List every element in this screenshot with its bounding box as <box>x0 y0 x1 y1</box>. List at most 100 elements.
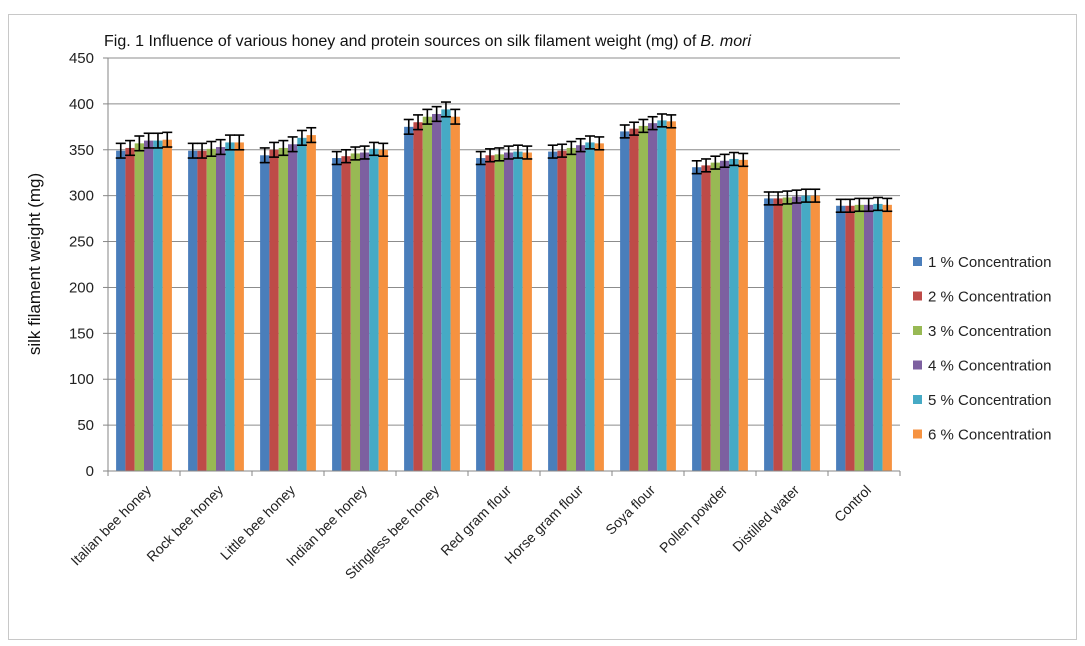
bar <box>116 150 126 471</box>
legend-swatch <box>913 257 922 266</box>
bar-series <box>116 109 892 472</box>
bar <box>620 131 630 471</box>
y-tick-label: 400 <box>69 96 94 113</box>
bar <box>710 162 720 472</box>
bar <box>566 147 576 472</box>
bar <box>810 195 820 471</box>
bar <box>188 150 198 471</box>
y-tick-label: 150 <box>69 325 94 342</box>
y-tick-label: 250 <box>69 234 94 251</box>
bar <box>657 120 667 472</box>
bar <box>782 197 792 471</box>
y-axis: 0 50 100 150 200 250 300 350 400 450 <box>69 50 109 480</box>
bar <box>594 143 604 471</box>
bar <box>422 116 432 471</box>
legend-swatch <box>913 429 922 439</box>
legend-swatch <box>913 395 922 404</box>
bar <box>441 109 451 471</box>
bar <box>845 205 855 472</box>
y-tick-label: 450 <box>69 50 94 67</box>
bar <box>432 113 442 472</box>
x-tick-label: Little bee honey <box>217 482 298 563</box>
bar <box>585 142 595 472</box>
bar <box>216 147 226 471</box>
bar <box>873 203 883 471</box>
bar <box>701 165 711 471</box>
bar <box>450 116 460 471</box>
bar <box>206 148 216 472</box>
bar <box>504 152 514 471</box>
x-tick-label: Red gram flour <box>437 482 514 559</box>
bar <box>134 143 144 471</box>
y-tick-label: 200 <box>69 279 94 296</box>
bar <box>548 151 558 471</box>
bar <box>557 150 567 471</box>
bar <box>576 145 586 471</box>
x-tick-label: Distilled water <box>729 482 802 555</box>
legend-label: 3 % Concentration <box>928 323 1051 340</box>
bar <box>792 196 802 471</box>
chart-title-main: Fig. 1 Influence of various honey and pr… <box>104 33 697 50</box>
bar <box>764 198 774 472</box>
y-axis-title: silk filament weight (mg) <box>25 173 44 355</box>
y-tick-label: 50 <box>77 417 94 434</box>
bar <box>125 147 135 472</box>
bar <box>234 142 244 472</box>
x-tick-label: Rock bee honey <box>143 482 226 565</box>
x-tick-label: Horse gram flour <box>501 482 586 567</box>
chart-frame <box>8 14 1077 640</box>
bar <box>864 204 874 471</box>
bar <box>306 135 316 472</box>
legend-label: 1 % Concentration <box>928 254 1051 271</box>
x-tick-label: Pollen powder <box>656 482 730 556</box>
legend-label: 5 % Concentration <box>928 392 1051 409</box>
chart-title-species: B. mori <box>700 33 751 50</box>
bar <box>153 140 163 471</box>
bar <box>350 153 360 471</box>
bar <box>729 158 739 471</box>
bar <box>801 195 811 471</box>
bar <box>720 160 730 471</box>
bar <box>378 149 388 471</box>
bar <box>297 137 307 471</box>
bar <box>369 148 379 472</box>
bar <box>288 144 298 471</box>
bar <box>773 198 783 472</box>
error-bars <box>115 101 893 213</box>
legend-label: 6 % Concentration <box>928 427 1051 444</box>
y-tick-label: 0 <box>86 463 94 480</box>
bar <box>260 155 270 472</box>
bar <box>485 155 495 472</box>
bar <box>638 125 648 471</box>
x-tick-label: Soya flour <box>602 482 658 538</box>
bar <box>648 123 658 471</box>
bar <box>692 167 702 471</box>
bar <box>513 151 523 471</box>
bar <box>476 158 486 471</box>
y-tick-label: 350 <box>69 142 94 159</box>
bar <box>738 159 748 471</box>
legend-label: 4 % Concentration <box>928 358 1051 375</box>
chart-title: Fig. 1 Influence of various honey and pr… <box>104 33 751 50</box>
bar <box>404 126 414 471</box>
bar <box>854 204 864 471</box>
legend-swatch <box>913 291 922 301</box>
x-tick-label: Control <box>831 482 874 525</box>
bar <box>341 156 351 472</box>
bar <box>162 139 172 471</box>
bar <box>197 150 207 471</box>
legend: 1 % Concentration 2 % Concentration 3 % Co… <box>913 254 1051 444</box>
y-tick-label: 100 <box>69 371 94 388</box>
bar <box>882 204 892 471</box>
bar <box>629 128 639 471</box>
bar <box>225 142 235 472</box>
bar <box>666 121 676 472</box>
bar <box>269 149 279 471</box>
x-tick-label: Italian bee honey <box>67 482 154 569</box>
legend-swatch <box>913 326 922 335</box>
y-tick-label: 300 <box>69 188 94 205</box>
bar <box>360 152 370 471</box>
legend-swatch <box>913 360 922 370</box>
